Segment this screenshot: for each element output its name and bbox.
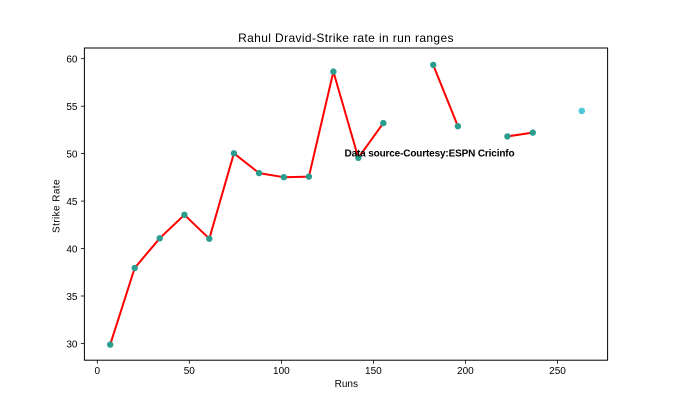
svg-text:150: 150: [365, 366, 382, 377]
svg-text:250: 250: [549, 366, 566, 377]
svg-text:50: 50: [184, 366, 196, 377]
svg-text:100: 100: [273, 366, 290, 377]
svg-text:40: 40: [66, 244, 78, 255]
svg-text:Rahul Dravid-Strike rate in ru: Rahul Dravid-Strike rate in run ranges: [238, 31, 454, 45]
svg-text:Data source-Courtesy:ESPN Cric: Data source-Courtesy:ESPN Cricinfo: [345, 148, 515, 159]
svg-text:50: 50: [66, 150, 78, 161]
svg-text:55: 55: [66, 102, 78, 113]
svg-text:200: 200: [457, 366, 474, 377]
svg-text:35: 35: [66, 292, 78, 303]
svg-text:Runs: Runs: [335, 379, 358, 390]
svg-text:45: 45: [66, 197, 78, 208]
svg-text:30: 30: [66, 339, 78, 350]
svg-text:0: 0: [95, 366, 101, 377]
svg-text:60: 60: [66, 55, 78, 66]
svg-text:Strike Rate: Strike Rate: [52, 179, 63, 233]
